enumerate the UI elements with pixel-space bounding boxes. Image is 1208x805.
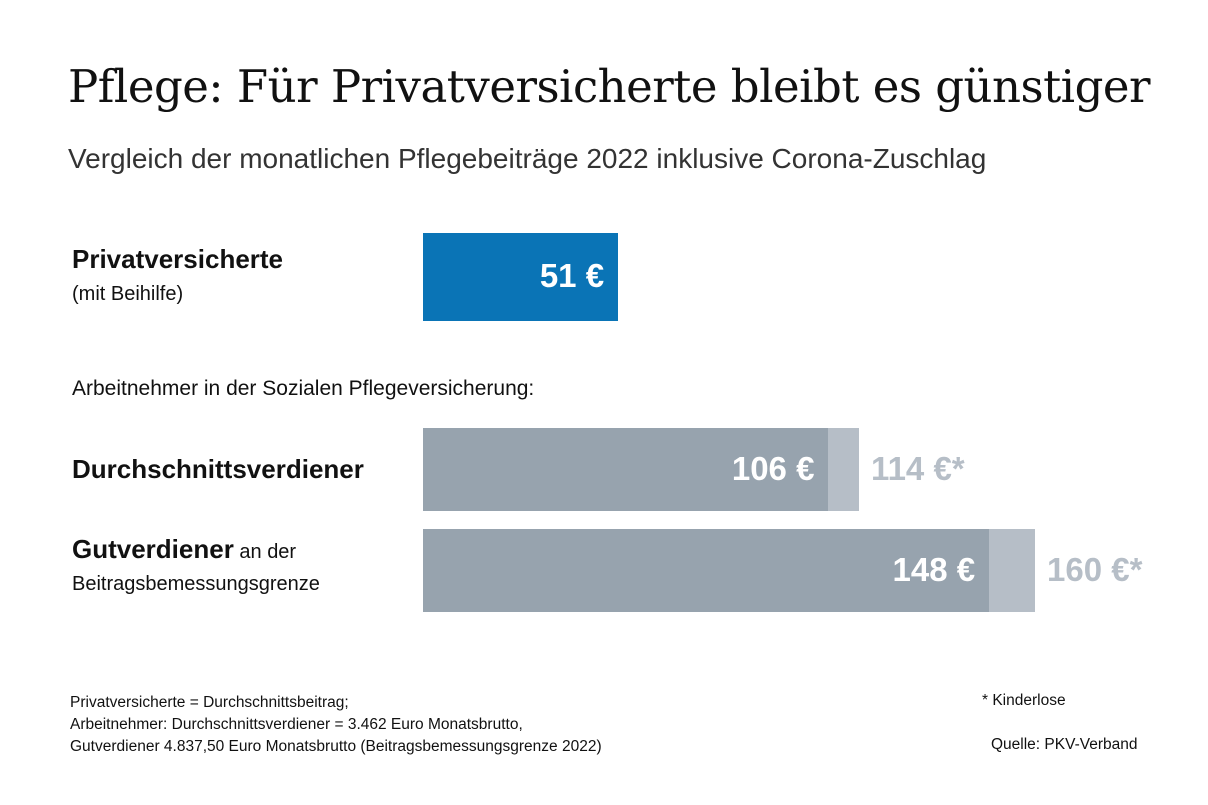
bar-value-private: 51 € bbox=[539, 257, 605, 294]
row-label-high-earner: Gutverdiener an der Beitragsbemessungsgr… bbox=[72, 534, 320, 599]
row-label-private-main: Privatversicherte bbox=[72, 244, 284, 274]
footnote-line-3: Gutverdiener 4.837,50 Euro Monatsbrutto … bbox=[70, 738, 602, 755]
source-note: Quelle: PKV-Verband bbox=[991, 736, 1138, 753]
chart-subtitle: Vergleich der monatlichen Pflegebeiträge… bbox=[68, 143, 987, 174]
section-label-employees: Arbeitnehmer in der Sozialen Pflegeversi… bbox=[72, 377, 535, 400]
footnote-line-1: Privatversicherte = Durchschnittsbeitrag… bbox=[70, 694, 349, 711]
row-label-average: Durchschnittsverdiener bbox=[72, 454, 364, 489]
row-label-private-sub: (mit Beihilfe) bbox=[72, 283, 184, 305]
bar-base-high-earner bbox=[423, 529, 990, 612]
footnote: Privatversicherte = Durchschnittsbeitrag… bbox=[70, 692, 602, 758]
bar-base-average bbox=[423, 428, 829, 511]
chart-title: Pflege: Für Privatversicherte bleibt es … bbox=[68, 60, 1151, 113]
bar-childless-value-high-earner: 160 €* bbox=[1047, 550, 1143, 588]
footnote-line-2: Arbeitnehmer: Durchschnittsverdiener = 3… bbox=[70, 716, 523, 733]
bar-childless-value-average: 114 €* bbox=[871, 449, 965, 487]
row-label-high-earner-rest: an der bbox=[233, 541, 297, 563]
bar-private bbox=[423, 233, 619, 321]
asterisk-note: * Kinderlose bbox=[982, 692, 1066, 709]
row-label-high-earner-main: Gutverdiener bbox=[72, 534, 234, 564]
row-label-high-earner-sub: Beitragsbemessungsgrenze bbox=[72, 573, 320, 595]
bar-value-average: 106 € bbox=[731, 449, 815, 487]
bar-value-high-earner: 148 € bbox=[892, 550, 976, 588]
row-label-private: Privatversicherte (mit Beihilfe) bbox=[72, 244, 283, 309]
row-label-average-main: Durchschnittsverdiener bbox=[72, 454, 364, 484]
